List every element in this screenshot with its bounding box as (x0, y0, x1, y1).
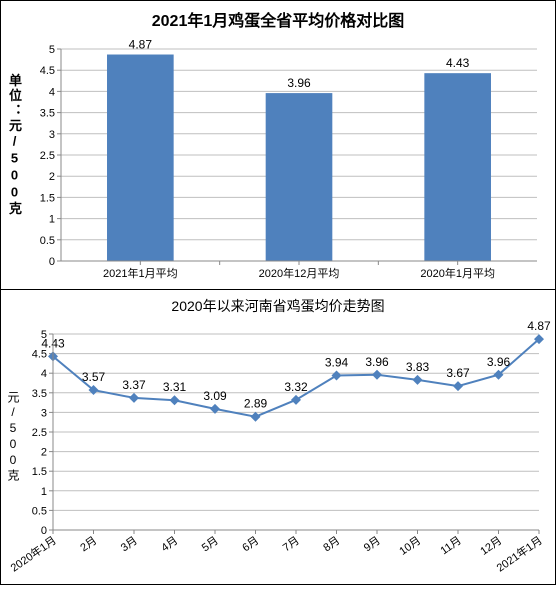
line-category-label: 3月 (119, 535, 140, 555)
svg-text:4: 4 (49, 86, 55, 98)
point-value-label: 3.67 (446, 366, 470, 380)
line-category-label: 2021年1月 (494, 533, 545, 575)
svg-text:0: 0 (49, 256, 55, 268)
point-value-label: 3.31 (163, 380, 187, 394)
data-marker (453, 381, 463, 391)
svg-text:1.5: 1.5 (40, 192, 55, 204)
line-category-label: 12月 (478, 535, 504, 558)
bar-category-label: 2020年1月平均 (420, 266, 495, 280)
svg-text:1.5: 1.5 (32, 466, 47, 478)
data-marker (251, 412, 261, 422)
line-category-label: 9月 (362, 535, 383, 555)
line-category-label: 11月 (438, 535, 463, 558)
data-marker (413, 375, 423, 385)
data-marker (129, 393, 139, 403)
bar-category-label: 2021年1月平均 (103, 266, 178, 280)
line-category-label: 2020年1月 (8, 533, 59, 575)
bar (107, 55, 174, 261)
svg-text:3.5: 3.5 (32, 388, 47, 400)
svg-text:4.5: 4.5 (40, 65, 55, 77)
svg-text:0: 0 (41, 525, 47, 537)
point-value-label: 3.94 (325, 356, 349, 370)
point-value-label: 3.57 (82, 370, 106, 384)
line-category-label: 8月 (321, 535, 342, 555)
line-category-label: 7月 (281, 535, 302, 555)
svg-text:1: 1 (49, 214, 55, 226)
data-marker (170, 395, 180, 405)
bar (424, 73, 491, 261)
svg-text:2.5: 2.5 (32, 427, 47, 439)
svg-text:0.5: 0.5 (40, 235, 55, 247)
point-value-label: 3.09 (203, 389, 227, 403)
bar-chart-title: 2021年1月鸡蛋全省平均价格对比图 (1, 1, 555, 33)
bar-chart-container: 2021年1月鸡蛋全省平均价格对比图 单位：元/500克 0 0.5 1 1.5 2 2.… (0, 0, 556, 290)
svg-text:5: 5 (49, 44, 55, 56)
data-marker (332, 371, 342, 381)
line-chart-container: 2020年以来河南省鸡蛋均价走势图 元/500克 0 0.5 1 1.5 2 2.5 3 3.… (0, 289, 556, 585)
bar-chart-ylabel: 单位：元/500克 (5, 74, 24, 217)
data-marker (372, 370, 382, 380)
svg-text:3: 3 (41, 407, 47, 419)
point-value-label: 3.96 (487, 355, 511, 369)
line-category-label: 10月 (397, 535, 423, 558)
line-chart-ylabel: 元/500克 (5, 391, 22, 483)
svg-text:3.5: 3.5 (40, 108, 55, 120)
bar-value-label: 3.96 (287, 76, 311, 90)
line-category-label: 2月 (78, 535, 99, 555)
svg-text:0.5: 0.5 (32, 505, 47, 517)
svg-text:4.5: 4.5 (32, 349, 47, 361)
svg-text:2.5: 2.5 (40, 150, 55, 162)
line-category-label: 4月 (159, 535, 180, 555)
point-value-label: 4.87 (527, 319, 551, 333)
line-category-label: 5月 (200, 535, 221, 555)
point-value-label: 3.32 (284, 380, 308, 394)
point-value-label: 3.83 (406, 360, 430, 374)
bar-category-label: 2020年12月平均 (259, 266, 340, 280)
line-category-label: 6月 (240, 535, 261, 555)
bar-value-label: 4.43 (446, 56, 470, 70)
svg-text:3: 3 (49, 129, 55, 141)
point-value-label: 3.37 (122, 378, 146, 392)
point-value-label: 3.96 (365, 355, 389, 369)
svg-text:2: 2 (41, 447, 47, 459)
svg-text:4: 4 (41, 368, 47, 380)
point-value-label: 2.89 (244, 397, 268, 411)
svg-text:1: 1 (41, 486, 47, 498)
bar (266, 93, 333, 261)
bar-chart-plot: 0 0.5 1 1.5 2 2.5 3 3.5 4 4.5 5 4.87 2021年1月平均 3.96 20… (1, 33, 556, 291)
svg-text:2: 2 (49, 171, 55, 183)
line-chart-plot: 00.511.522.533.544.554.433.573.373.313.0… (1, 318, 556, 586)
bar-value-label: 4.87 (129, 38, 153, 52)
line-chart-title: 2020年以来河南省鸡蛋均价走势图 (1, 290, 555, 318)
data-marker (291, 395, 301, 405)
